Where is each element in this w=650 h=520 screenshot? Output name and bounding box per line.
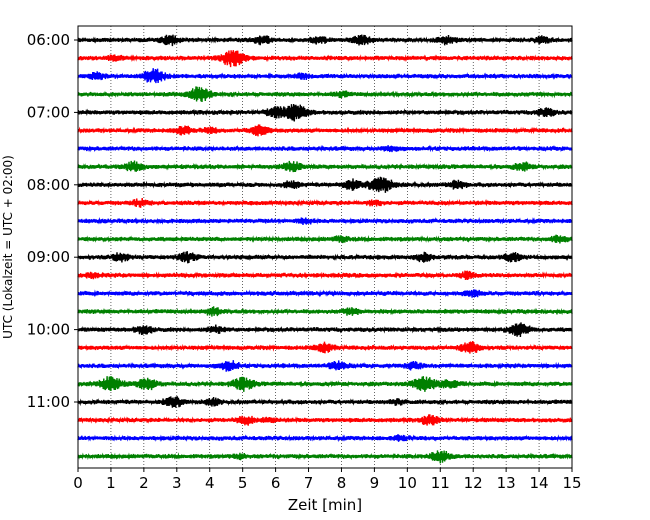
x-tick-label: 2 (139, 474, 149, 492)
trace-1130 (77, 434, 573, 443)
x-axis-ticks: 0 1 2 3 4 5 6 7 8 9 10 11 12 13 14 15 (73, 468, 582, 492)
trace-0615 (77, 50, 573, 68)
trace-0930 (77, 289, 573, 298)
y-tick-label: 09:00 (27, 248, 70, 266)
trace-0600 (77, 34, 573, 47)
trace-0700 (77, 103, 573, 122)
trace-0715 (77, 124, 573, 137)
trace-0630 (77, 68, 573, 84)
trace-1000 (77, 322, 573, 338)
y-tick-label: 11:00 (27, 393, 70, 411)
x-tick-label: 14 (530, 474, 549, 492)
trace-1045 (77, 376, 573, 392)
x-tick-label: 9 (370, 474, 380, 492)
x-axis-label: Zeit [min] (288, 496, 362, 514)
trace-1100 (77, 396, 573, 408)
trace-0730 (77, 144, 573, 153)
x-tick-label: 12 (464, 474, 483, 492)
y-axis-ticks: 06:00 07:00 08:00 09:00 10:00 11:00 (27, 31, 78, 411)
trace-1115 (77, 414, 573, 426)
trace-1030 (77, 360, 573, 372)
y-tick-label: 10:00 (27, 321, 70, 339)
trace-0830 (77, 217, 573, 225)
trace-1145 (77, 450, 573, 464)
trace-0745 (77, 160, 573, 173)
trace-0645 (77, 86, 573, 103)
x-tick-label: 7 (304, 474, 314, 492)
y-axis-label: UTC (Lokalzeit = UTC + 02:00) (1, 155, 15, 339)
x-tick-label: 0 (73, 474, 83, 492)
x-tick-label: 15 (562, 474, 581, 492)
y-tick-label: 07:00 (27, 103, 70, 121)
trace-1015 (77, 341, 573, 354)
x-tick-label: 8 (337, 474, 347, 492)
trace-0845 (77, 234, 573, 244)
y-tick-label: 06:00 (27, 31, 70, 49)
trace-0800 (77, 176, 573, 193)
trace-0915 (77, 270, 573, 281)
plot-frame (77, 25, 573, 469)
trace-0945 (77, 306, 573, 317)
seismogram-traces (77, 34, 573, 464)
trace-0815 (77, 198, 573, 208)
x-tick-label: 10 (398, 474, 417, 492)
x-tick-label: 6 (271, 474, 281, 492)
y-tick-label: 08:00 (27, 176, 70, 194)
x-tick-label: 4 (205, 474, 215, 492)
x-tick-label: 5 (238, 474, 248, 492)
trace-0900 (77, 251, 573, 264)
x-tick-label: 1 (106, 474, 116, 492)
x-tick-label: 3 (172, 474, 182, 492)
x-tick-label: 11 (431, 474, 450, 492)
x-tick-label: 13 (497, 474, 516, 492)
